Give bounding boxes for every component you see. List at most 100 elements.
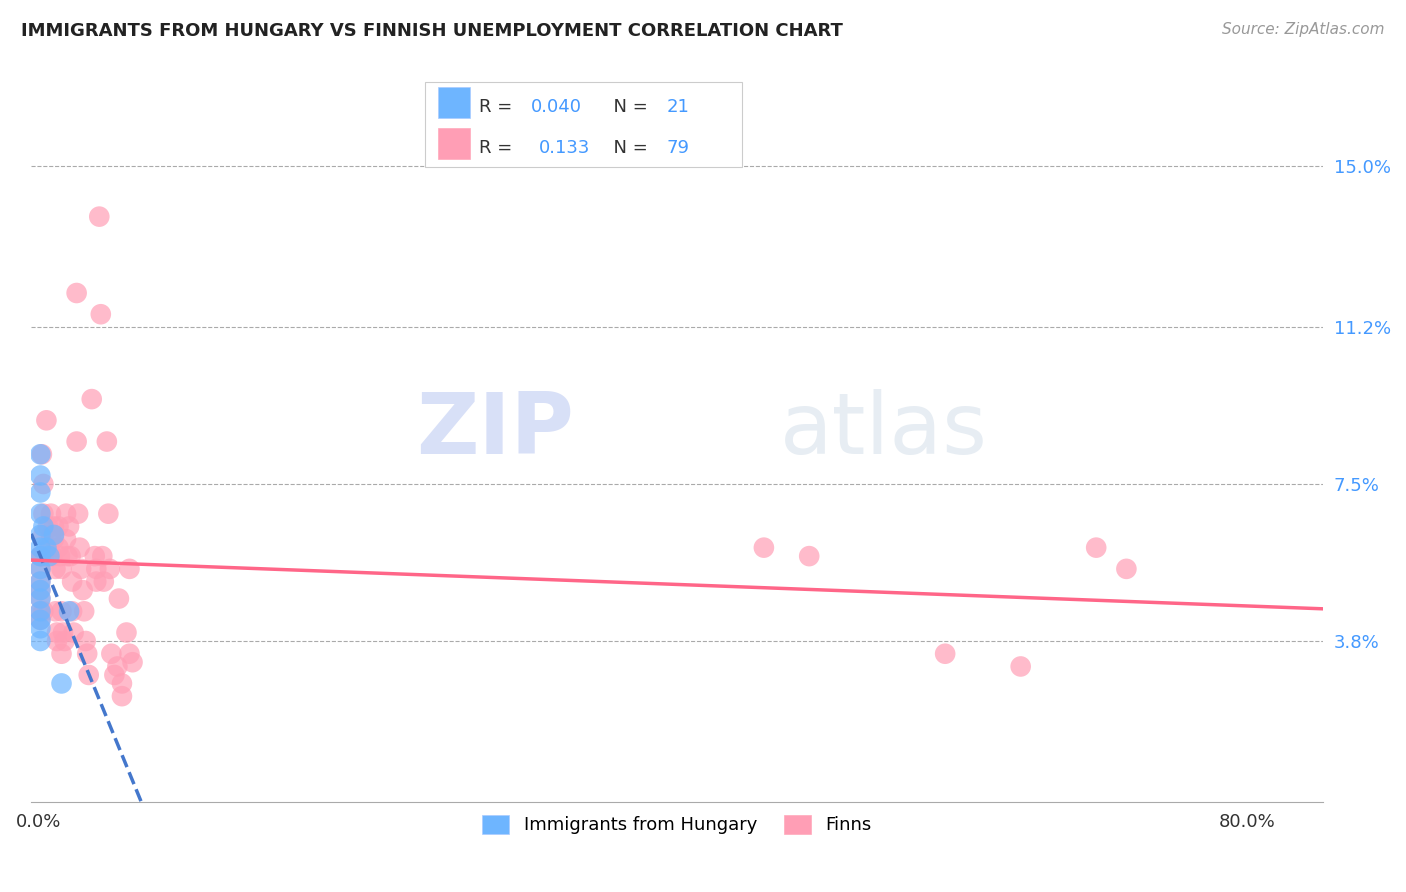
Point [76,647,98,661]
Point [42,528,65,542]
Text: R =: R = [479,139,524,157]
Point [30,549,52,563]
Point [53,634,76,648]
Point [91,549,114,563]
Point [60,574,83,589]
Point [108,591,131,606]
Point [66,285,89,300]
Text: 79: 79 [666,139,690,157]
Point [42,519,65,533]
Point [62,625,84,640]
Text: IMMIGRANTS FROM HUNGARY VS FINNISH UNEMPLOYMENT CORRELATION CHART: IMMIGRANTS FROM HUNGARY VS FINNISH UNEMP… [21,22,844,40]
Point [49,549,72,563]
Point [38,541,60,555]
Point [51,604,73,618]
Point [118,562,141,576]
Text: ZIP: ZIP [416,390,574,473]
Point [30,485,52,500]
Point [46,634,69,648]
FancyBboxPatch shape [425,82,741,168]
Point [32,604,55,618]
Point [32,477,55,491]
Point [30,613,52,627]
Point [30,574,52,589]
Point [89,210,111,224]
Point [70,562,93,576]
Point [51,562,73,576]
Text: N =: N = [602,139,654,157]
Point [58,519,80,533]
Point [59,549,82,563]
Point [55,532,77,546]
Point [52,625,75,640]
Point [44,562,66,576]
Point [72,583,94,598]
Point [111,689,134,703]
Point [39,507,62,521]
Point [56,549,79,563]
Point [42,532,65,546]
Point [98,562,121,576]
Point [96,434,118,449]
Point [31,447,53,461]
Point [55,507,77,521]
Point [48,519,70,533]
Point [32,549,55,563]
Point [115,625,138,640]
Point [30,528,52,542]
Point [66,434,89,449]
FancyBboxPatch shape [439,128,471,159]
Point [30,604,52,618]
Point [30,591,52,606]
Point [30,591,52,606]
Point [32,507,55,521]
Point [118,647,141,661]
Point [30,507,52,521]
Point [51,676,73,690]
Point [30,613,52,627]
Point [90,307,112,321]
Point [752,541,775,555]
Point [1010,659,1032,673]
Point [75,634,97,648]
Point [121,655,143,669]
Point [84,562,107,576]
Point [97,507,120,521]
Point [48,541,70,555]
FancyBboxPatch shape [439,87,471,118]
Point [83,549,105,563]
Point [100,647,122,661]
Text: R =: R = [479,98,519,116]
Text: 21: 21 [666,98,689,116]
Point [30,604,52,618]
Point [80,392,103,406]
Point [32,519,55,533]
Point [1115,562,1137,576]
Point [60,604,83,618]
Point [51,647,73,661]
Point [32,528,55,542]
Point [41,549,63,563]
Point [37,519,59,533]
Point [30,447,52,461]
Point [30,549,52,563]
Point [46,625,69,640]
Point [73,604,96,618]
Point [30,621,52,635]
Point [30,562,52,576]
Text: 0.040: 0.040 [531,98,582,116]
Point [934,647,956,661]
Text: 0.133: 0.133 [538,139,591,157]
Point [30,562,52,576]
Point [93,574,115,589]
Point [38,549,60,563]
Point [799,549,821,563]
Text: N =: N = [602,98,654,116]
Legend: Immigrants from Hungary, Finns: Immigrants from Hungary, Finns [471,805,883,846]
Point [84,574,107,589]
Point [69,541,91,555]
Point [39,528,62,542]
Point [30,541,52,555]
Point [58,604,80,618]
Point [31,549,53,563]
